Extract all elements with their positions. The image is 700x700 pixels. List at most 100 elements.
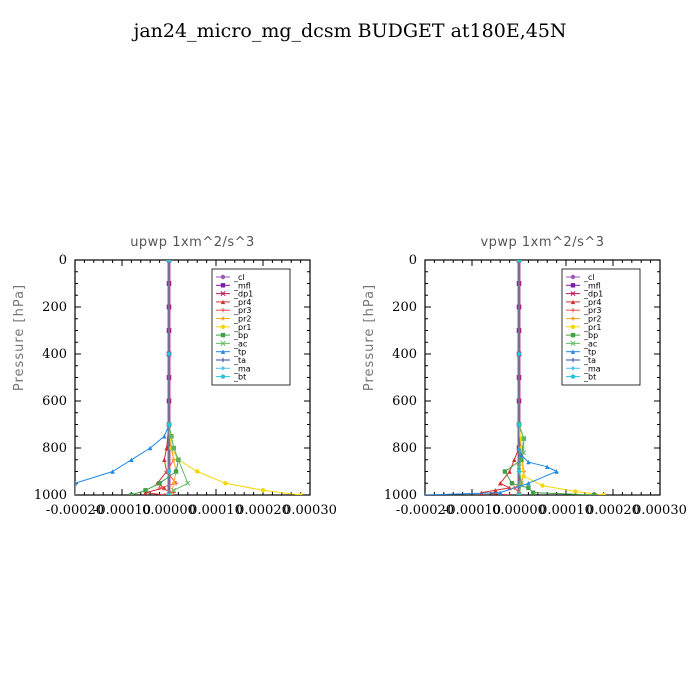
series-line_bp [131,260,179,495]
data-point_pr1 [521,474,526,479]
legend-marker [220,324,226,329]
x-tick-label: 0.00010 [539,503,593,518]
legend-marker [570,374,576,379]
data-point_bt [516,351,522,357]
series-group [75,260,303,495]
legend-marker [220,316,226,321]
legend-marker [220,366,226,371]
legend-entry: _ac [233,339,247,348]
legend-entry: _ta [233,356,246,365]
legend-entry: _pr3 [233,306,251,315]
legend-marker [570,283,576,288]
legend-entry: _bt [233,373,246,382]
data-point_pr4 [512,457,517,462]
legend-entry: _bt [583,373,596,382]
data-point_bt [166,351,172,357]
data-point_ac [521,450,527,456]
legend-marker [220,332,226,338]
legend-marker [570,332,576,338]
legend-marker [570,299,576,305]
legend-marker [570,308,576,313]
data-point_ac [185,480,191,486]
data-point_tp [498,490,503,495]
x-tick-label: 0.00010 [189,503,243,518]
legend-entry: _ma [233,364,251,373]
data-point_bp [129,492,134,495]
data-point_bt [516,469,522,474]
legend-marker [570,340,576,346]
data-point_pr1 [223,481,228,486]
chart-panel-upwp: upwp 1xm^2/s^3 Pressure [hPa] 0 200 400 600 80… [12,235,337,518]
x-tick-label: 0.00020 [586,503,640,518]
data-point_pr4 [162,457,167,462]
legend-entry: _pr2 [233,315,251,324]
data-point_tp [519,452,524,458]
data-point_bt [166,260,172,263]
data-point_pr4 [163,492,166,495]
data-point_pr4 [508,492,511,495]
legend-entry: _cl [233,273,245,282]
data-point_tp [162,434,167,439]
legend-marker [570,357,576,363]
data-point_pr4 [164,445,169,451]
panel-title: vpwp 1xm^2/s^3 [480,235,604,250]
series-line_pr4 [145,260,170,495]
legend-entry: _ta [583,356,596,365]
legend-entry: _bp [233,331,248,340]
y-axis-label: Pressure [hPa] [362,284,377,391]
data-point_tp [75,481,78,486]
y-tick-label: 400 [392,347,417,362]
legend-marker [220,374,226,379]
data-point_tp [129,457,134,462]
legend-entry: _ma [583,364,601,373]
data-point_tp [75,492,77,495]
data-point_pr4 [479,490,484,495]
data-point_pr4 [493,488,498,493]
data-point_tp [148,445,153,451]
legend-entry: _cl [583,273,595,282]
legend-marker [570,316,576,321]
y-tick-label: 800 [42,441,67,456]
x-tick-label: 0.00020 [236,503,290,518]
data-point_tp [425,492,427,495]
panel-title: upwp 1xm^2/s^3 [130,235,255,250]
series-line_tp [425,260,558,495]
y-tick-label: 600 [392,394,417,409]
legend-entry: _tp [583,348,596,357]
data-point_pr3 [157,485,162,491]
chart-panel-vpwp: vpwp 1xm^2/s^3 Pressure [hPa] 0 200 400 600 80… [362,235,687,518]
y-tick-label: 200 [392,300,417,315]
data-point_bp [502,469,508,474]
data-point_pr1 [195,469,200,474]
legend-entry: _dp1 [233,290,253,299]
y-tick-label: 800 [392,441,417,456]
data-point_tp [545,464,550,469]
data-point_bt [516,422,522,427]
series-group [425,260,606,495]
data-point_tp [110,469,115,474]
legend-marker [570,324,576,329]
data-point_ac [175,457,181,463]
data-point_tp [526,481,531,486]
data-point_pr1 [540,483,545,488]
legend-entry: _mfl [233,281,251,290]
legend-entry: _mfl [583,281,601,290]
legend-entry: _dp1 [583,290,603,299]
figure-title: jan24_micro_mg_dcsm BUDGET at180E,45N [133,20,567,42]
data-point_pr1 [298,492,303,495]
data-point_bt [166,422,172,427]
data-point_bt [516,492,522,495]
x-tick-label: 0.00000 [142,503,196,518]
data-point_ac [521,436,527,442]
x-tick-label: 0.00030 [633,503,687,518]
legend-entry: _pr3 [583,306,601,315]
data-point_pr4 [143,490,148,495]
data-point_pr1 [260,488,266,493]
data-point_pr1 [601,492,606,495]
data-point_ac [171,445,177,451]
data-point_bt [516,260,522,263]
legend-marker [220,291,226,297]
y-tick-label: 1000 [34,488,67,503]
data-point_pr4 [507,469,512,474]
legend-entry: _bp [583,331,598,340]
